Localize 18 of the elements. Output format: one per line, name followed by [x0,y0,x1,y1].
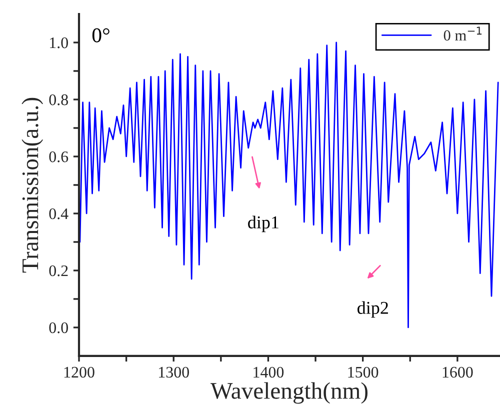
line-series [79,42,499,328]
y-tick-label: 1.0 [50,37,68,48]
y-tick-label: 0.8 [49,94,68,106]
y-axis-title: Transmission(a.u.) [22,98,44,273]
annotation: dip2 [358,301,388,318]
annotation: dip1 [248,216,278,232]
x-tick-label: 1200 [64,366,94,378]
x-tick-label: 1400 [254,366,284,378]
x-axis-title: Wavelength(nm) [210,382,368,404]
x-tick-label: 1600 [442,366,473,378]
x-tick-label: 1500 [348,366,378,378]
y-tick-label: 0.2 [49,265,68,276]
x-tick-label: 1300 [159,366,189,378]
y-tick-label: 0.6 [49,151,68,162]
legend-label: 0 m$^{−1}$ [444,26,482,41]
y-tick-label: 0.4 [49,208,68,220]
y-tick-label: 0.0 [49,322,68,334]
annotation: 0° [92,28,110,42]
